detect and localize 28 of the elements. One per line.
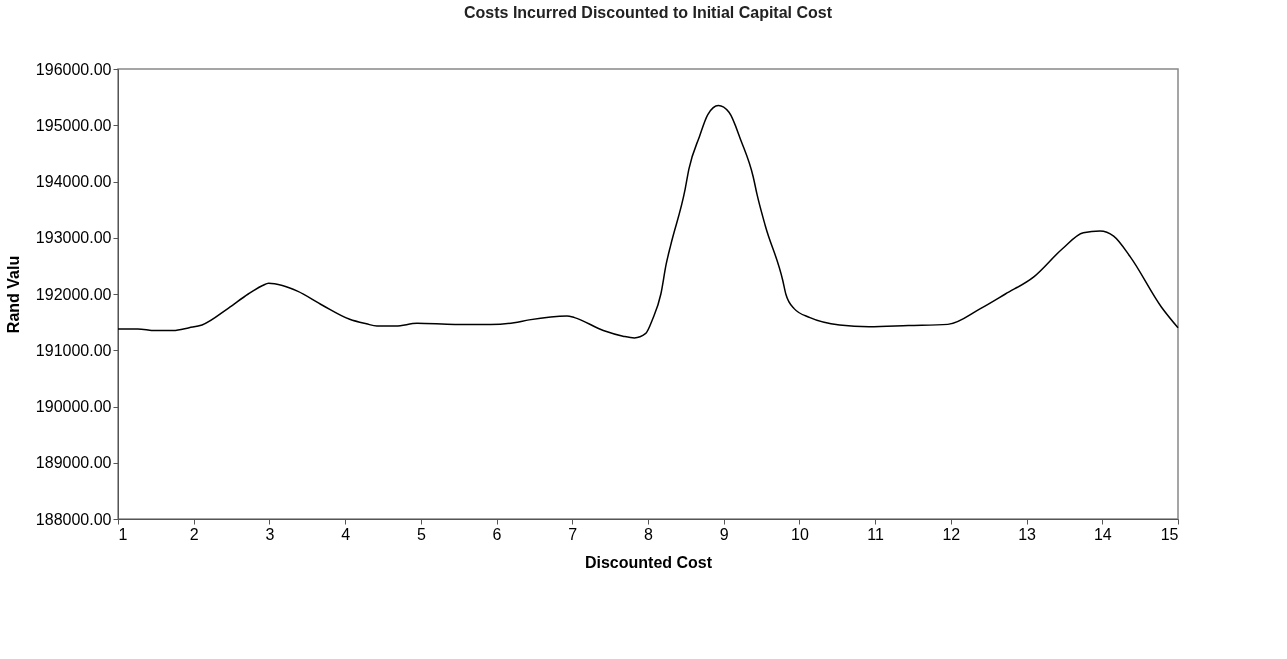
- x-tick-label: 15: [1160, 525, 1179, 543]
- x-tick-label: 1: [118, 525, 128, 543]
- x-tick-label: 9: [719, 525, 729, 543]
- x-tick-label: 3: [265, 525, 275, 543]
- y-tick-label: 191000.00: [35, 341, 112, 359]
- y-tick-label: 196000.00: [35, 60, 112, 78]
- y-tick-label: 188000.00: [35, 510, 112, 528]
- y-tick-label: 192000.00: [35, 285, 112, 303]
- x-tick-label: 7: [568, 525, 578, 543]
- x-axis-title: Discounted Cost: [584, 553, 713, 571]
- x-tick-label: 14: [1093, 525, 1112, 543]
- chart-title: Costs Incurred Discounted to Initial Capital Cost: [463, 4, 833, 21]
- x-tick-label: 12: [942, 525, 961, 543]
- x-tick-label: 6: [492, 525, 502, 543]
- x-tick-label: 10: [791, 525, 809, 543]
- line-series: [117, 104, 1179, 339]
- x-tick-label: 11: [867, 525, 885, 543]
- y-tick-label: 189000.00: [35, 454, 112, 472]
- x-tick-label: 4: [341, 525, 351, 543]
- y-axis-title: Rand Valu: [4, 255, 22, 334]
- y-tick-label: 190000.00: [35, 398, 112, 415]
- x-tick-label: 2: [189, 525, 199, 543]
- x-tick-label: 8: [644, 525, 654, 543]
- x-tick-label: 13: [1018, 525, 1037, 543]
- y-tick-label: 193000.00: [35, 229, 112, 247]
- y-tick-label: 195000.00: [35, 116, 112, 134]
- y-tick-label: 194000.00: [35, 173, 112, 190]
- x-tick-label: 5: [416, 525, 426, 543]
